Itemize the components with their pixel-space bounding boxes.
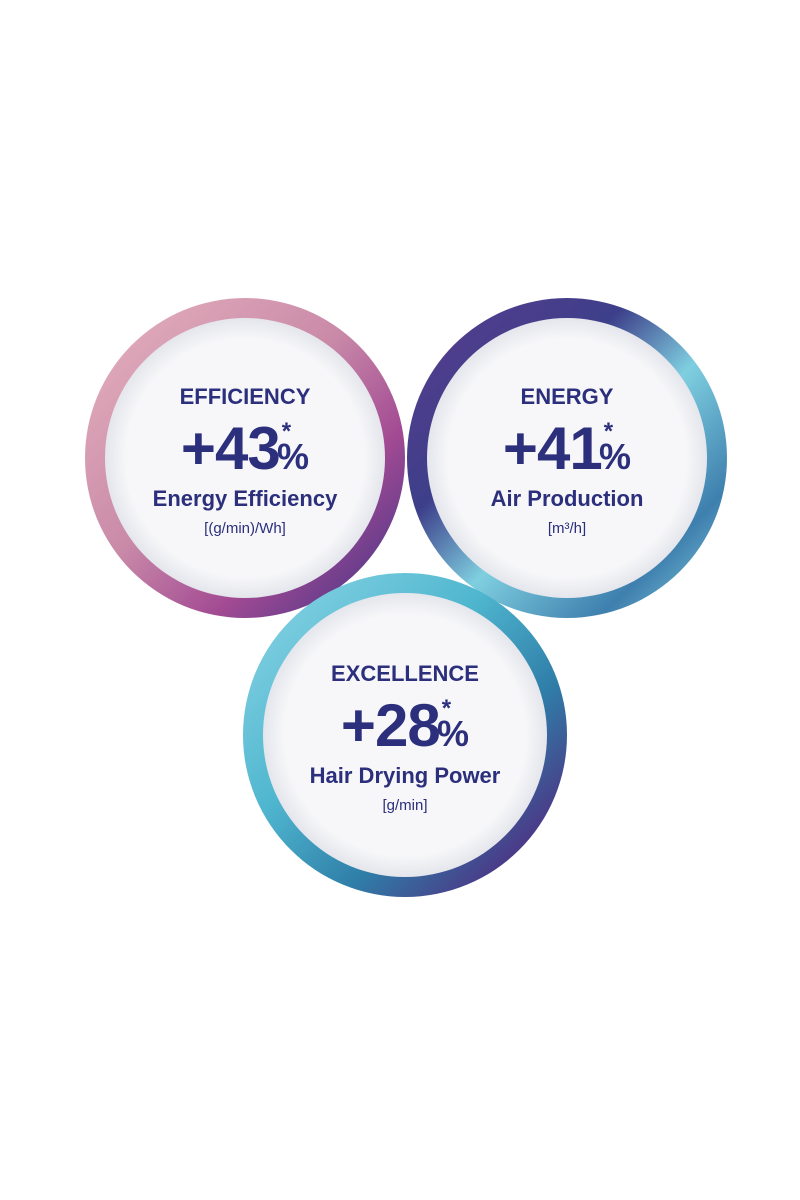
stat-unit: [m³/h] — [548, 520, 586, 537]
inner-disc — [263, 593, 547, 877]
percent: % — [277, 436, 309, 477]
inner-disc — [427, 318, 707, 598]
stat-number: +41 — [503, 415, 602, 482]
stat-circle: ENERGY +41* % Air Production [m³/h] — [491, 384, 644, 537]
stat-label: Energy Efficiency — [153, 486, 338, 511]
heading: EFFICIENCY — [180, 384, 311, 409]
stat-unit: [(g/min)/Wh] — [204, 520, 286, 537]
stat-unit: [g/min] — [382, 797, 427, 814]
asterisk: * — [282, 418, 292, 445]
stat-label: Hair Drying Power — [310, 763, 501, 788]
stat-circle: EXCELLENCE +28* % Hair Drying Power [g/min] — [310, 661, 501, 814]
stat-number: +28 — [341, 692, 440, 759]
stat-circle: EFFICIENCY +43* % Energy Efficiency [(g/min)… — [153, 384, 338, 537]
heading: ENERGY — [521, 384, 614, 409]
stat-number: +43 — [181, 415, 280, 482]
rings — [85, 298, 727, 897]
asterisk: * — [442, 695, 452, 722]
percent: % — [599, 436, 631, 477]
stat-value: +28*% — [341, 692, 469, 759]
asterisk: * — [604, 418, 614, 445]
stat-value: +43*% — [181, 415, 309, 482]
heading: EXCELLENCE — [331, 661, 479, 686]
stat-label: Air Production — [491, 486, 644, 511]
percent: % — [437, 713, 469, 754]
inner-disc — [105, 318, 385, 598]
stat-value: +41*% — [503, 415, 631, 482]
